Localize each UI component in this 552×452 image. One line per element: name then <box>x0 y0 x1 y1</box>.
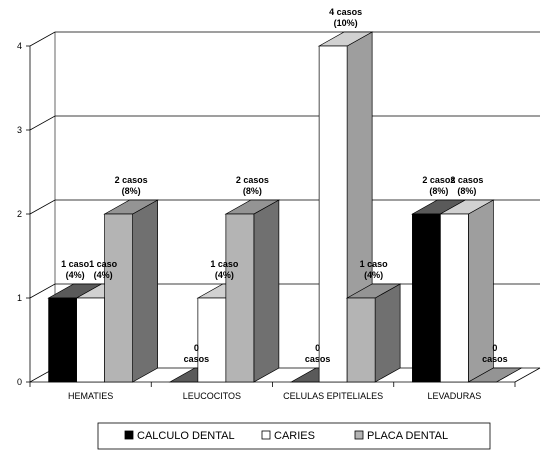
bar-levaduras-caries <box>439 199 495 383</box>
bar-front-face <box>76 297 105 383</box>
legend-swatch-placa-dental <box>354 430 364 440</box>
legend-box <box>97 422 491 450</box>
bar-front-face <box>412 213 441 383</box>
y-tick-label: 3 <box>17 125 22 135</box>
data-label: 2 casos (8%) <box>115 175 148 196</box>
data-label: 2 casos (8%) <box>422 175 455 196</box>
x-label-levaduras: LEVADURAS <box>427 391 481 401</box>
legend-label-caries: CARIES <box>274 430 315 442</box>
bar-top-face <box>467 367 523 383</box>
legend-swatch-calculo-dental <box>124 430 134 440</box>
legend-swatch-caries <box>261 430 271 440</box>
bar-levaduras-placa-dental <box>467 367 523 383</box>
bar-hematies-placa-dental <box>103 199 159 383</box>
y-axis-ticks: 0 1 2 3 4 <box>17 41 30 387</box>
x-label-celulas-epiteliales: CELULAS EPITELIALES <box>283 391 383 401</box>
bar-front-face <box>346 297 376 383</box>
bar-leucocitos-placa-dental <box>224 199 281 383</box>
data-label: 0 casos <box>184 343 210 364</box>
y-tick-label: 2 <box>17 209 22 219</box>
x-axis-labels: HEMATIES LEUCOCITOS CELULAS EPITELIALES LEV… <box>68 391 481 401</box>
data-label: 0 casos <box>482 343 508 364</box>
bar-front-face <box>48 297 77 383</box>
bar-front-face <box>104 213 133 383</box>
data-label: 1 caso (4%) <box>210 259 239 280</box>
bar-front-face <box>197 297 227 383</box>
bar-front-face <box>440 213 469 383</box>
bar-front-face <box>318 45 348 383</box>
data-label: 0 casos <box>305 343 331 364</box>
y-tick-label: 4 <box>17 41 22 51</box>
data-label: 2 casos (8%) <box>236 175 269 196</box>
bar-side-face <box>253 199 280 383</box>
bar-side-face <box>374 283 401 383</box>
bar-front-face <box>225 213 255 383</box>
data-label: 1 caso (4%) <box>61 259 90 280</box>
data-label: 4 casos (10%) <box>329 7 362 28</box>
legend-label-placa-dental: PLACA DENTAL <box>367 430 448 442</box>
bar-side-face <box>132 199 158 383</box>
y-tick-label: 0 <box>17 377 22 387</box>
data-label: 1 caso (4%) <box>360 259 389 280</box>
bar-celulas-epiteliales-placa-dental <box>345 283 402 383</box>
data-label: 2 casos (8%) <box>450 175 483 196</box>
legend-label-calculo-dental: CALCULO DENTAL <box>137 430 235 442</box>
x-label-leucocitos: LEUCOCITOS <box>183 391 241 401</box>
y-tick-label: 1 <box>17 293 22 303</box>
legend: CALCULO DENTAL CARIES PLACA DENTAL <box>97 422 491 450</box>
data-label: 1 caso (4%) <box>89 259 118 280</box>
floor-right-edge <box>514 367 541 383</box>
bars <box>47 31 523 383</box>
x-label-hematies: HEMATIES <box>68 391 113 401</box>
